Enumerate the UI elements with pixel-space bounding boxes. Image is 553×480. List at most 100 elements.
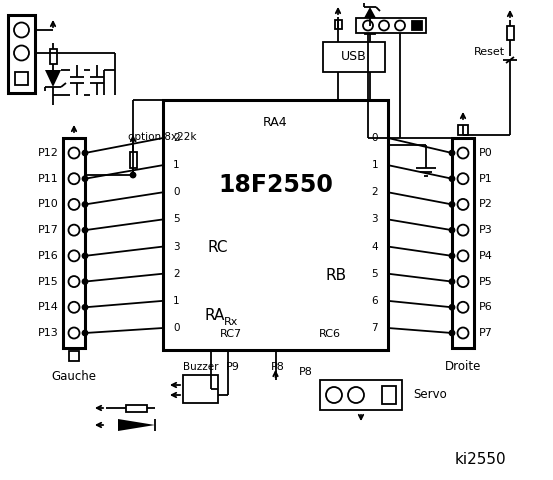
Circle shape	[450, 253, 455, 258]
Circle shape	[69, 251, 80, 261]
Bar	[63, 138, 85, 348]
Text: 7: 7	[372, 323, 378, 333]
Text: RC7: RC7	[220, 329, 242, 339]
Circle shape	[457, 251, 468, 261]
Text: 18F2550: 18F2550	[218, 173, 333, 197]
Text: P2: P2	[479, 199, 493, 209]
Text: P8: P8	[271, 362, 285, 372]
Circle shape	[69, 327, 80, 338]
Text: Rx: Rx	[224, 317, 238, 327]
Text: RA4: RA4	[263, 116, 288, 129]
Circle shape	[457, 199, 468, 210]
Bar	[335, 20, 342, 29]
Text: Servo: Servo	[413, 388, 447, 401]
Text: Gauche: Gauche	[51, 370, 97, 383]
Circle shape	[379, 21, 389, 31]
Text: 2: 2	[173, 133, 180, 143]
Circle shape	[363, 21, 373, 31]
Text: RC: RC	[208, 240, 228, 255]
Text: 0: 0	[372, 133, 378, 143]
Text: 2: 2	[372, 187, 378, 197]
Circle shape	[395, 21, 405, 31]
Circle shape	[450, 331, 455, 336]
Text: 1: 1	[173, 296, 180, 306]
Text: Droite: Droite	[445, 360, 481, 372]
Bar	[412, 21, 422, 30]
Circle shape	[14, 23, 29, 37]
Circle shape	[457, 327, 468, 338]
Circle shape	[69, 276, 80, 287]
Text: 3: 3	[372, 215, 378, 225]
Circle shape	[82, 202, 87, 207]
Bar	[356, 18, 426, 33]
Circle shape	[131, 172, 135, 178]
Text: 2: 2	[173, 269, 180, 279]
Bar	[163, 100, 388, 350]
Bar	[8, 15, 35, 93]
Text: P1: P1	[479, 174, 493, 184]
Bar	[458, 125, 468, 135]
Bar	[183, 375, 218, 403]
Text: P13: P13	[38, 328, 59, 338]
Bar	[365, 26, 375, 34]
Bar	[50, 49, 56, 64]
Text: P16: P16	[38, 251, 59, 261]
Text: P3: P3	[479, 225, 493, 235]
Text: P6: P6	[479, 302, 493, 312]
Text: 3: 3	[173, 241, 180, 252]
Text: 1: 1	[173, 160, 180, 170]
Circle shape	[14, 46, 29, 60]
Text: 0: 0	[173, 187, 180, 197]
Circle shape	[69, 173, 80, 184]
Circle shape	[69, 302, 80, 313]
Circle shape	[82, 253, 87, 258]
Text: P10: P10	[38, 199, 59, 209]
Text: 1: 1	[372, 160, 378, 170]
Text: option 8x22k: option 8x22k	[128, 132, 196, 142]
Circle shape	[82, 279, 87, 284]
Text: USB: USB	[341, 50, 367, 63]
Circle shape	[450, 202, 455, 207]
Text: RB: RB	[325, 267, 347, 283]
Circle shape	[348, 387, 364, 403]
Text: 0: 0	[173, 323, 180, 333]
Text: 5: 5	[173, 215, 180, 225]
Polygon shape	[364, 7, 376, 18]
Circle shape	[457, 276, 468, 287]
Bar	[69, 351, 79, 361]
Text: RC6: RC6	[319, 329, 341, 339]
Text: P12: P12	[38, 148, 59, 158]
Bar	[320, 380, 402, 410]
Text: Buzzer: Buzzer	[182, 362, 218, 372]
Text: P14: P14	[38, 302, 59, 312]
Bar	[323, 42, 385, 72]
Circle shape	[82, 305, 87, 310]
Circle shape	[69, 147, 80, 158]
Text: P0: P0	[479, 148, 493, 158]
Text: P8: P8	[299, 367, 313, 377]
Circle shape	[69, 225, 80, 236]
Circle shape	[326, 387, 342, 403]
Circle shape	[82, 151, 87, 156]
Circle shape	[457, 302, 468, 313]
Circle shape	[457, 147, 468, 158]
Polygon shape	[118, 419, 155, 431]
Bar	[507, 26, 514, 40]
Text: P7: P7	[479, 328, 493, 338]
Text: P5: P5	[479, 276, 493, 287]
Text: P15: P15	[38, 276, 59, 287]
Circle shape	[457, 173, 468, 184]
Bar	[452, 138, 474, 348]
Bar	[15, 72, 28, 85]
Polygon shape	[45, 70, 61, 87]
Bar	[126, 405, 147, 411]
Text: P9: P9	[226, 362, 240, 372]
Text: P11: P11	[38, 174, 59, 184]
Circle shape	[450, 228, 455, 233]
Text: RA: RA	[205, 308, 225, 323]
Circle shape	[450, 305, 455, 310]
Text: ki2550: ki2550	[454, 453, 506, 468]
Bar	[129, 152, 137, 168]
Bar	[382, 386, 396, 404]
Circle shape	[450, 176, 455, 181]
